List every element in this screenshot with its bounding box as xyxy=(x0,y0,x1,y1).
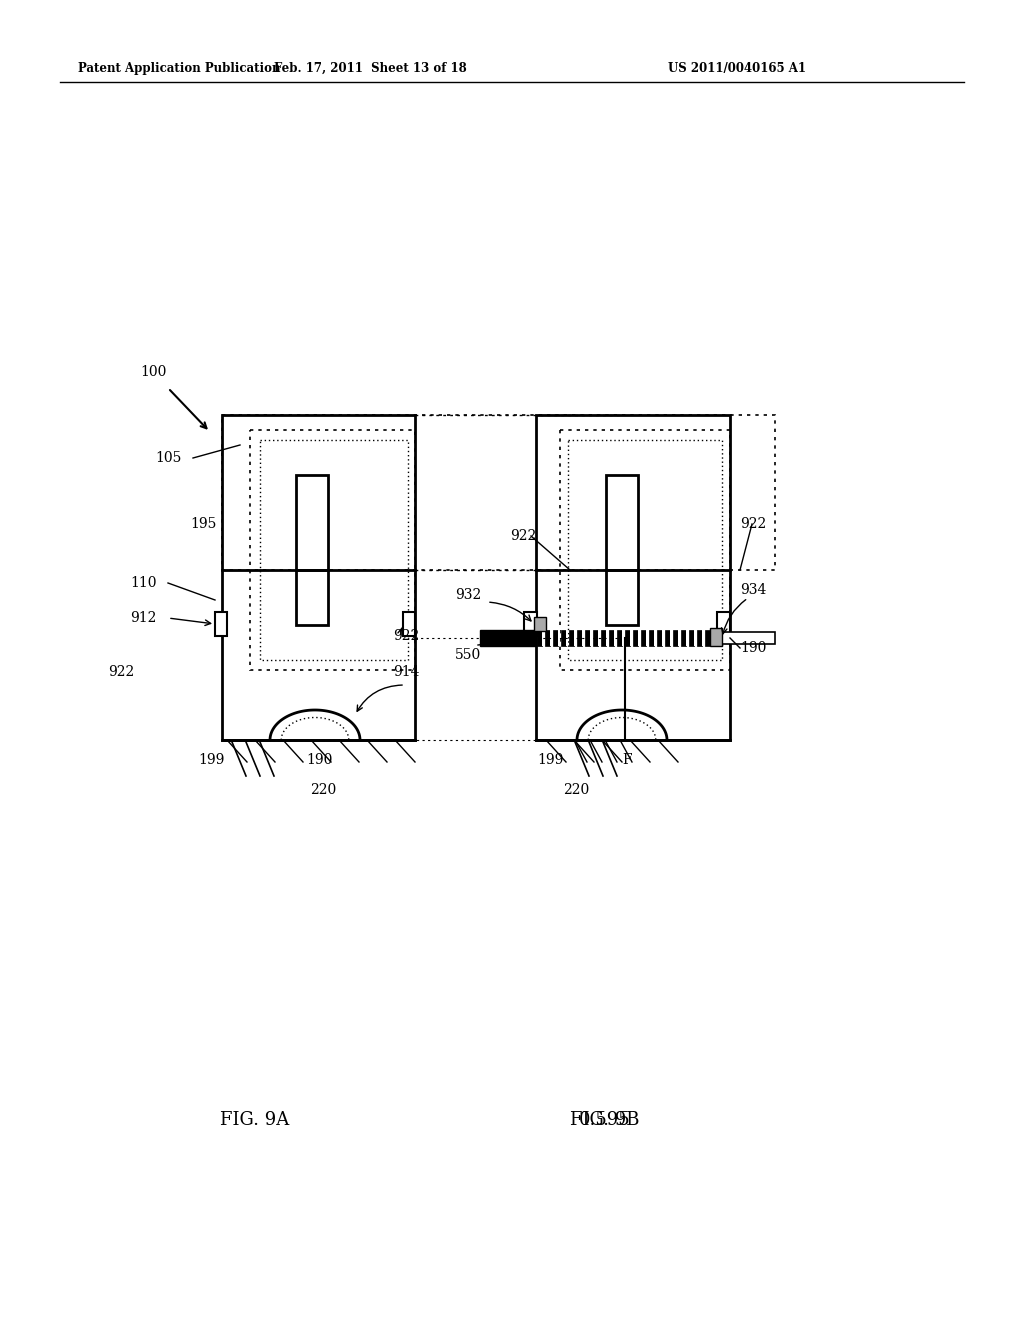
Bar xyxy=(403,612,415,636)
Text: 912: 912 xyxy=(130,611,157,624)
Text: Feb. 17, 2011  Sheet 13 of 18: Feb. 17, 2011 Sheet 13 of 18 xyxy=(273,62,466,75)
Bar xyxy=(558,630,560,645)
Bar xyxy=(550,630,552,645)
Bar xyxy=(524,612,537,636)
Bar xyxy=(553,630,558,645)
Bar xyxy=(606,475,638,570)
Text: 220: 220 xyxy=(310,783,336,797)
Bar xyxy=(641,630,646,645)
Bar xyxy=(601,630,606,645)
Bar xyxy=(215,612,227,636)
Bar xyxy=(713,630,718,645)
Bar xyxy=(694,630,696,645)
Bar xyxy=(480,630,535,645)
Bar xyxy=(296,570,328,624)
Bar xyxy=(606,630,608,645)
Bar xyxy=(577,630,582,645)
Text: 195: 195 xyxy=(190,517,216,531)
Text: FIG. 9A: FIG. 9A xyxy=(220,1111,290,1129)
Bar xyxy=(715,632,775,644)
Bar xyxy=(542,630,544,645)
Text: 199: 199 xyxy=(198,752,224,767)
Text: 922: 922 xyxy=(393,630,419,643)
Bar xyxy=(670,630,672,645)
Bar xyxy=(534,616,546,631)
Bar xyxy=(561,630,566,645)
Bar xyxy=(222,414,775,570)
Bar xyxy=(606,570,638,624)
Bar xyxy=(717,612,730,636)
Bar xyxy=(702,630,705,645)
Bar xyxy=(574,630,575,645)
Bar xyxy=(625,630,630,645)
Text: 914: 914 xyxy=(393,665,420,678)
Bar xyxy=(638,630,640,645)
Text: 0.595: 0.595 xyxy=(580,1111,631,1129)
Bar xyxy=(222,414,415,741)
Bar xyxy=(250,430,415,671)
Text: 100: 100 xyxy=(140,366,166,379)
Bar xyxy=(705,630,710,645)
Bar xyxy=(582,630,584,645)
Bar xyxy=(657,630,662,645)
Text: Patent Application Publication: Patent Application Publication xyxy=(78,62,281,75)
Bar xyxy=(568,440,722,660)
Bar xyxy=(296,475,328,570)
Bar xyxy=(654,630,656,645)
Bar xyxy=(697,630,702,645)
Text: 934: 934 xyxy=(740,583,766,597)
Bar xyxy=(633,630,638,645)
Text: 922: 922 xyxy=(510,529,537,543)
Text: 199: 199 xyxy=(537,752,563,767)
Bar xyxy=(689,630,694,645)
Bar xyxy=(686,630,688,645)
Text: 190: 190 xyxy=(306,752,333,767)
Bar xyxy=(617,630,622,645)
Bar xyxy=(598,630,600,645)
Bar xyxy=(545,630,550,645)
Text: 922: 922 xyxy=(108,665,134,678)
Bar xyxy=(681,630,686,645)
Bar xyxy=(537,630,542,645)
Bar xyxy=(630,630,632,645)
Text: FIG. 9B: FIG. 9B xyxy=(570,1111,640,1129)
Bar xyxy=(678,630,680,645)
Bar xyxy=(622,630,624,645)
Bar xyxy=(609,630,614,645)
Bar xyxy=(569,630,574,645)
Text: US 2011/0040165 A1: US 2011/0040165 A1 xyxy=(668,62,806,75)
Text: 550: 550 xyxy=(455,648,481,663)
Bar xyxy=(590,630,592,645)
Bar xyxy=(710,628,722,645)
Bar xyxy=(585,630,590,645)
Bar xyxy=(560,430,730,671)
Bar xyxy=(662,630,664,645)
Text: 932: 932 xyxy=(455,587,481,602)
Text: 190: 190 xyxy=(740,642,766,655)
Bar xyxy=(566,630,568,645)
Bar xyxy=(536,414,730,741)
Bar xyxy=(718,630,720,645)
Text: 110: 110 xyxy=(130,576,157,590)
Bar xyxy=(665,630,670,645)
Bar xyxy=(649,630,654,645)
Bar xyxy=(710,630,712,645)
Text: 220: 220 xyxy=(563,783,589,797)
Bar xyxy=(593,630,598,645)
Text: 105: 105 xyxy=(155,451,181,465)
Bar xyxy=(673,630,678,645)
Bar xyxy=(646,630,648,645)
Text: 922: 922 xyxy=(740,517,766,531)
Bar xyxy=(614,630,616,645)
Bar xyxy=(260,440,408,660)
Text: F: F xyxy=(622,752,632,767)
